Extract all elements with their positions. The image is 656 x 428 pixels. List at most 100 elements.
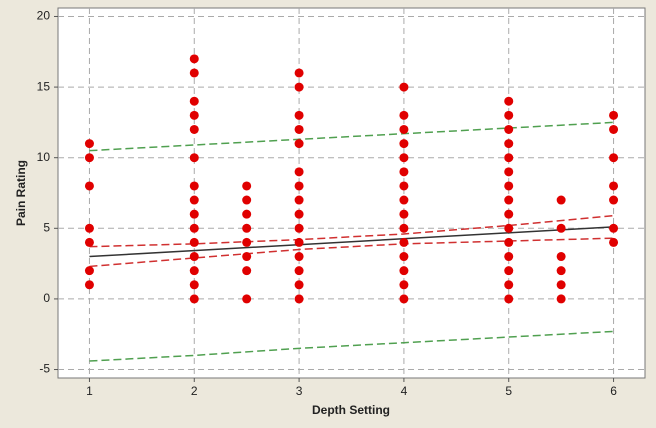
- point: [504, 209, 514, 219]
- point: [189, 266, 199, 276]
- point: [294, 195, 304, 205]
- point: [504, 195, 514, 205]
- point: [242, 195, 252, 205]
- point: [609, 181, 619, 191]
- point: [189, 68, 199, 78]
- point: [242, 209, 252, 219]
- point: [294, 82, 304, 92]
- point: [294, 280, 304, 290]
- point: [189, 223, 199, 233]
- point: [504, 124, 514, 134]
- point: [399, 124, 409, 134]
- point: [294, 237, 304, 247]
- point: [399, 167, 409, 177]
- y-tick-label: -5: [39, 362, 50, 376]
- point: [399, 223, 409, 233]
- point: [84, 153, 94, 163]
- point: [189, 294, 199, 304]
- point: [294, 209, 304, 219]
- line: [89, 237, 614, 268]
- point: [242, 294, 252, 304]
- point: [556, 266, 566, 276]
- point: [504, 167, 514, 177]
- point: [504, 280, 514, 290]
- point: [294, 68, 304, 78]
- point: [504, 153, 514, 163]
- line: [89, 330, 614, 362]
- point: [504, 266, 514, 276]
- point: [242, 237, 252, 247]
- point: [609, 153, 619, 163]
- x-axis-label: Depth Setting: [312, 403, 390, 417]
- y-tick-label: 20: [37, 9, 51, 23]
- point: [294, 124, 304, 134]
- point: [294, 181, 304, 191]
- point: [84, 181, 94, 191]
- point: [399, 294, 409, 304]
- point: [504, 139, 514, 149]
- point: [294, 252, 304, 262]
- y-tick-label: 15: [37, 79, 51, 93]
- y-tick-label: 5: [43, 220, 50, 234]
- point: [189, 181, 199, 191]
- point: [294, 110, 304, 120]
- point: [399, 139, 409, 149]
- plot-area: [57, 7, 646, 379]
- point: [556, 195, 566, 205]
- point: [399, 252, 409, 262]
- point: [504, 252, 514, 262]
- point: [242, 223, 252, 233]
- point: [609, 195, 619, 205]
- point: [294, 266, 304, 276]
- y-tick-label: 10: [37, 150, 51, 164]
- point: [294, 223, 304, 233]
- point: [242, 252, 252, 262]
- point: [242, 266, 252, 276]
- point: [556, 280, 566, 290]
- x-tick-label: 4: [401, 384, 408, 398]
- point: [556, 223, 566, 233]
- point: [189, 195, 199, 205]
- x-tick-label: 6: [610, 384, 617, 398]
- point: [242, 181, 252, 191]
- x-tick-label: 2: [191, 384, 198, 398]
- point: [609, 124, 619, 134]
- point: [504, 294, 514, 304]
- point: [294, 167, 304, 177]
- point: [399, 153, 409, 163]
- point: [84, 266, 94, 276]
- point: [189, 153, 199, 163]
- point: [84, 237, 94, 247]
- point: [189, 96, 199, 106]
- point: [504, 96, 514, 106]
- line: [89, 214, 614, 248]
- point: [189, 209, 199, 219]
- point: [189, 252, 199, 262]
- point: [504, 223, 514, 233]
- point: [504, 181, 514, 191]
- line: [89, 121, 614, 152]
- point: [399, 280, 409, 290]
- point: [504, 110, 514, 120]
- point: [399, 237, 409, 247]
- point: [189, 110, 199, 120]
- point: [399, 266, 409, 276]
- point: [84, 280, 94, 290]
- line: [89, 226, 614, 258]
- point: [189, 54, 199, 64]
- x-tick-label: 5: [505, 384, 512, 398]
- point: [504, 237, 514, 247]
- y-axis-label: Pain Rating: [14, 160, 28, 226]
- point: [294, 139, 304, 149]
- point: [556, 294, 566, 304]
- x-tick-label: 1: [86, 384, 93, 398]
- point: [189, 280, 199, 290]
- x-tick-label: 3: [296, 384, 303, 398]
- point: [399, 82, 409, 92]
- point: [609, 110, 619, 120]
- point: [189, 124, 199, 134]
- point: [189, 237, 199, 247]
- point: [399, 209, 409, 219]
